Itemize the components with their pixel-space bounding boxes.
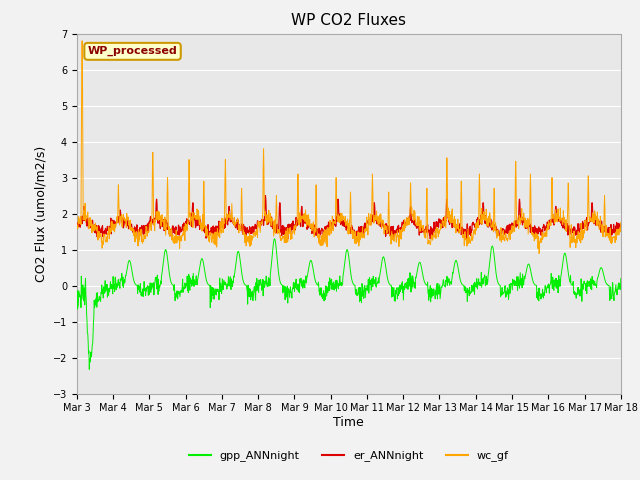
Y-axis label: CO2 Flux (umol/m2/s): CO2 Flux (umol/m2/s) (34, 145, 47, 282)
Text: WP_processed: WP_processed (88, 46, 177, 57)
Title: WP CO2 Fluxes: WP CO2 Fluxes (291, 13, 406, 28)
X-axis label: Time: Time (333, 416, 364, 429)
Legend: gpp_ANNnight, er_ANNnight, wc_gf: gpp_ANNnight, er_ANNnight, wc_gf (184, 446, 513, 466)
